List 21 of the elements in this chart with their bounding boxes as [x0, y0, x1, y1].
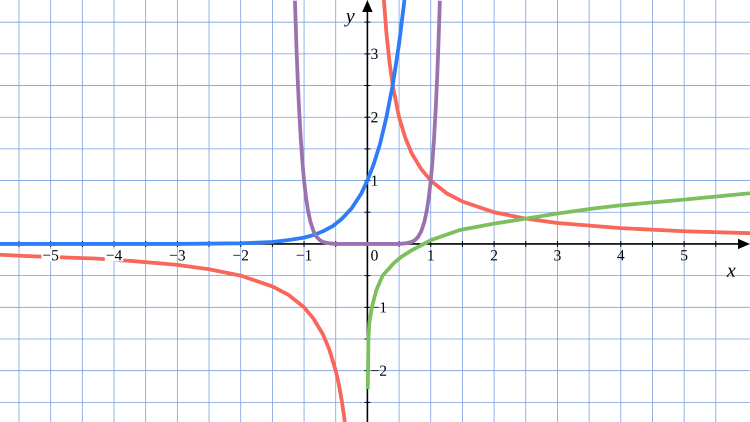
- x-tick-label: 1: [428, 250, 434, 260]
- x-axis-title: x: [726, 268, 736, 277]
- x-tick-label: −3: [170, 250, 185, 261]
- x-tick-label: 3: [554, 250, 561, 261]
- x-tick-label: 4: [617, 250, 624, 260]
- x-tick-label: 5: [681, 250, 688, 260]
- y-tick-label: −1: [371, 302, 386, 312]
- y-tick-label: −2: [371, 366, 386, 376]
- x-tick-label: −5: [43, 250, 58, 260]
- line-series: [366, 191, 750, 391]
- y-axis-title: y: [344, 13, 355, 27]
- x-tick-label: −1: [296, 250, 312, 260]
- y-tick-label: 3: [371, 48, 378, 60]
- x-tick-label: −2: [233, 250, 248, 260]
- x-tick-label: −4: [106, 250, 122, 260]
- x-tick-label: 2: [490, 250, 498, 260]
- y-tick-label: 1: [372, 175, 378, 186]
- line-series: [382, 0, 750, 236]
- line-series: [0, 0, 406, 246]
- x-tick-label: 0: [371, 250, 378, 261]
- y-tick-label: 2: [371, 112, 378, 122]
